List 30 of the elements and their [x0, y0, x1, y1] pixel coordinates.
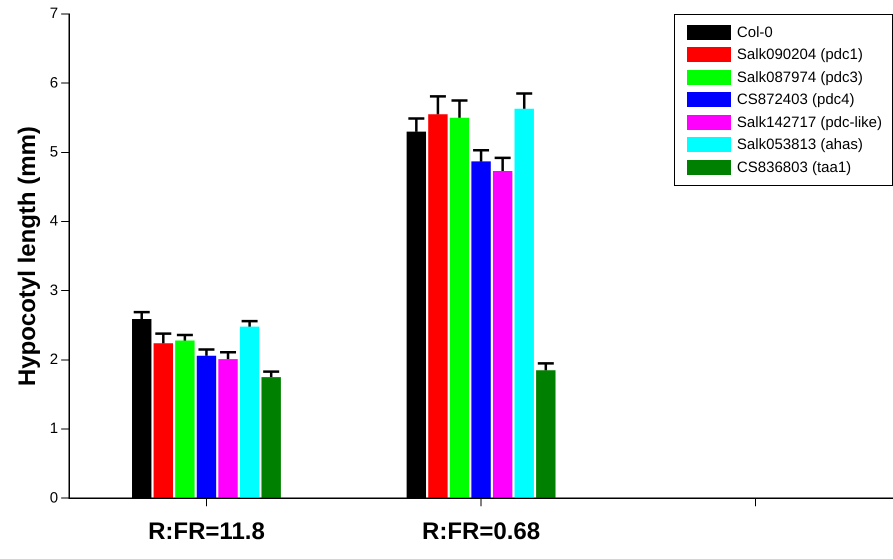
- legend-label: Col-0: [736, 24, 773, 41]
- legend-label: CS872403 (pdc4): [736, 91, 854, 108]
- bar: [450, 118, 470, 498]
- legend-label: CS836803 (taa1): [736, 158, 852, 176]
- y-axis-title: Hypocotyl length (mm): [14, 126, 42, 386]
- legend-label: Salk053813 (ahas): [736, 136, 863, 154]
- bar: [196, 356, 216, 498]
- bar: [471, 161, 491, 498]
- bar: [492, 171, 512, 498]
- x-tick-label: R:FR=0.68: [422, 518, 540, 546]
- y-tick-label: 6: [50, 74, 58, 92]
- y-tick-label: 4: [50, 212, 58, 230]
- bar: [261, 377, 281, 498]
- legend-label: Salk142717 (pdc-like): [736, 114, 882, 131]
- y-tick-label: 7: [50, 5, 58, 22]
- y-tick-label: 5: [50, 143, 58, 160]
- bar: [218, 359, 238, 498]
- y-tick-label: 0: [50, 489, 58, 506]
- bar: [428, 114, 448, 498]
- bar: [240, 326, 260, 498]
- bar: [536, 370, 556, 498]
- y-tick-label: 3: [50, 282, 58, 299]
- bar: [154, 343, 174, 498]
- legend-label: Salk090204 (pdc1): [736, 46, 863, 64]
- bar: [175, 340, 195, 498]
- y-tick-label: 2: [50, 351, 58, 368]
- legend-label: Salk087974 (pdc3): [736, 68, 863, 86]
- bar: [514, 108, 534, 498]
- y-tick-label: 1: [50, 420, 58, 438]
- x-tick-label: R:FR=11.8: [148, 518, 265, 546]
